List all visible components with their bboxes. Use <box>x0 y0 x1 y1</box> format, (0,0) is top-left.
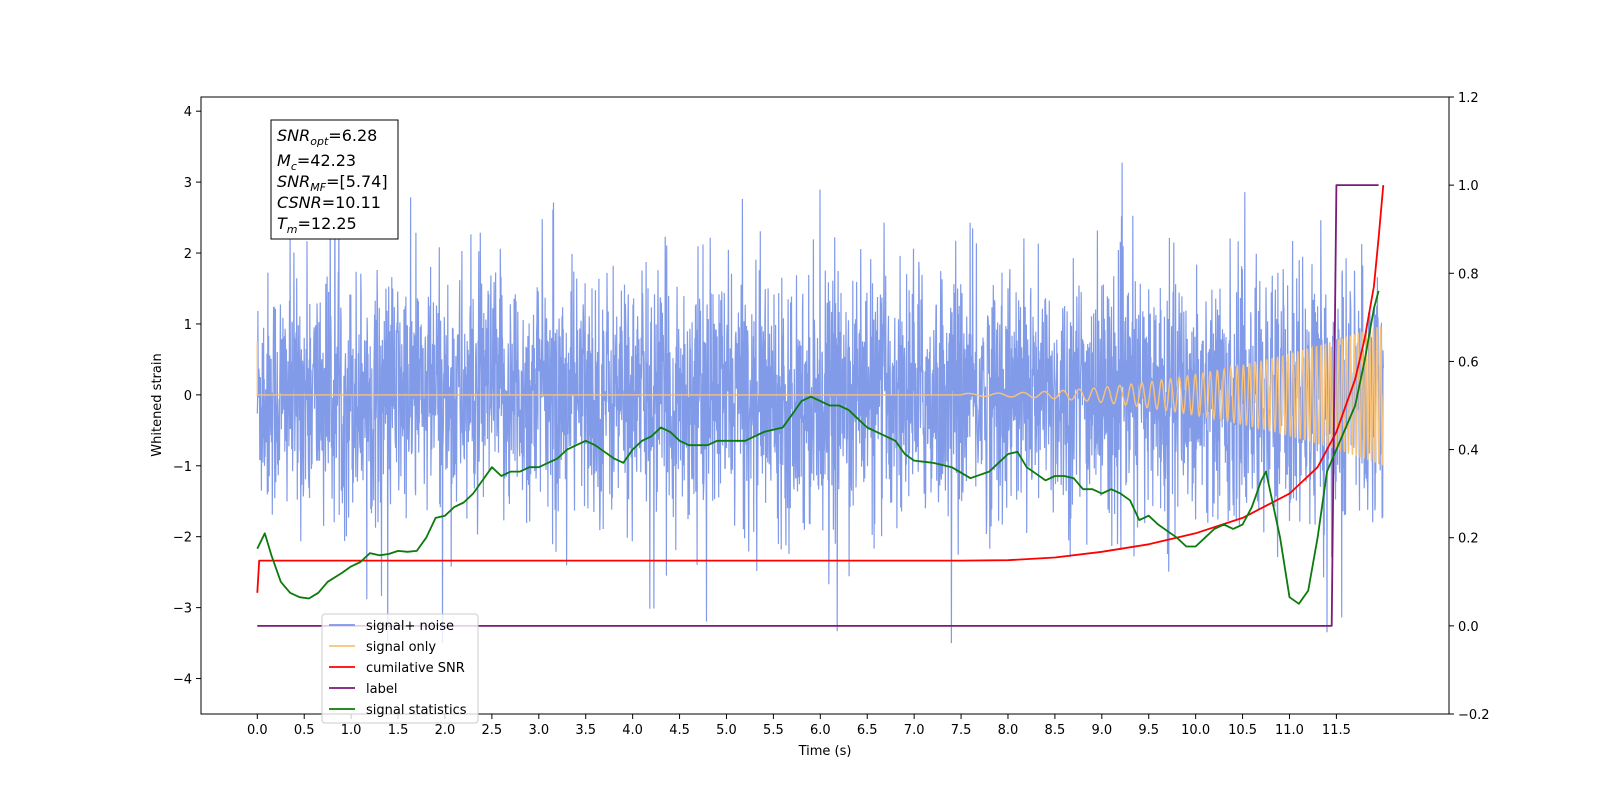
y-tick-label: 2 <box>184 247 192 262</box>
x-tick-label: 11.0 <box>1275 723 1304 738</box>
x-tick-label: 9.5 <box>1138 723 1159 738</box>
x-tick-label: 5.5 <box>763 723 784 738</box>
series-label <box>257 184 1379 627</box>
stats-box: SNRopt=6.28 Mc=42.23 SNRMF=[5.74] CSNR=1… <box>270 119 399 240</box>
x-tick-label: 8.5 <box>1045 723 1066 738</box>
stat-tm: Tm=12.25 <box>277 214 357 236</box>
y2-tick-label: 0.0 <box>1458 620 1479 635</box>
stat-csnr: CSNR=10.11 <box>277 193 381 212</box>
x-tick-label: 11.5 <box>1322 723 1351 738</box>
legend-frame <box>321 613 479 724</box>
legend-label-cumulative-snr: cumilative SNR <box>366 661 465 676</box>
x-tick-label: 3.0 <box>528 723 549 738</box>
x-tick-label: 9.0 <box>1091 723 1112 738</box>
y2-tick-label: 0.8 <box>1458 267 1479 282</box>
y-axis-right: 1.2 1.0 0.8 0.6 0.4 0.2 0.0 −0.2 <box>1449 91 1490 723</box>
stat-snr-mf: SNRMF=[5.74] <box>277 172 388 194</box>
stats-box-frame <box>270 119 399 240</box>
y2-tick-label: 1.2 <box>1458 91 1479 106</box>
legend-label-signal-only: signal only <box>366 640 436 655</box>
series-layer <box>256 154 1385 644</box>
y-axis-label: Whitened strain <box>150 353 165 456</box>
x-tick-label: 0.5 <box>294 723 315 738</box>
x-tick-label: 10.5 <box>1228 723 1257 738</box>
legend: signal+ noise signal only cumilative SNR… <box>321 613 479 724</box>
x-tick-label: 3.5 <box>575 723 596 738</box>
x-tick-label: 10.0 <box>1181 723 1210 738</box>
y-tick-label: 3 <box>184 176 192 191</box>
y2-tick-label: 1.0 <box>1458 179 1479 194</box>
x-tick-label: 4.5 <box>669 723 690 738</box>
series-cumulative-snr <box>256 185 1385 593</box>
x-tick-label: 2.0 <box>435 723 456 738</box>
y2-tick-label: 0.6 <box>1458 355 1479 370</box>
y-axis-left: 4 3 2 1 0 −1 −2 −3 −4 <box>173 105 201 688</box>
y2-tick-label: −0.2 <box>1458 708 1490 723</box>
y-tick-label: −1 <box>173 460 192 475</box>
x-tick-label: 1.0 <box>341 723 362 738</box>
y-tick-label: 0 <box>184 389 192 404</box>
y-tick-label: −2 <box>173 531 192 546</box>
y-tick-label: −4 <box>173 673 192 688</box>
x-tick-label: 8.0 <box>998 723 1019 738</box>
x-tick-label: 7.5 <box>951 723 972 738</box>
y2-tick-label: 0.2 <box>1458 532 1479 547</box>
x-axis-label: Time (s) <box>798 744 852 759</box>
legend-label-signal-statistics: signal statistics <box>366 703 467 718</box>
legend-label-signal-noise: signal+ noise <box>366 619 454 634</box>
x-tick-label: 4.0 <box>622 723 643 738</box>
y-tick-label: 1 <box>184 318 192 333</box>
series-signal-statistics <box>256 290 1380 605</box>
y-tick-label: 4 <box>184 105 192 120</box>
x-tick-label: 7.0 <box>904 723 925 738</box>
x-tick-label: 6.0 <box>810 723 831 738</box>
x-tick-label: 5.0 <box>716 723 737 738</box>
x-axis: 0.0 0.5 1.0 1.5 2.0 2.5 3.0 3.5 4.0 4.5 5.0 5.5 6.0 6… <box>247 714 1351 738</box>
stat-snr-opt: SNRopt=6.28 <box>277 126 377 148</box>
x-tick-label: 6.5 <box>857 723 878 738</box>
plot-frame <box>200 96 1450 715</box>
x-tick-label: 1.5 <box>388 723 409 738</box>
x-tick-label: 0.0 <box>247 723 268 738</box>
series-signal-only <box>256 326 1384 466</box>
y2-tick-label: 0.4 <box>1458 444 1479 459</box>
y-tick-label: −3 <box>173 602 192 617</box>
legend-label-label: label <box>366 682 397 697</box>
x-tick-label: 2.5 <box>482 723 503 738</box>
series-signal-noise <box>256 154 1384 644</box>
stat-mc: Mc=42.23 <box>277 151 356 173</box>
